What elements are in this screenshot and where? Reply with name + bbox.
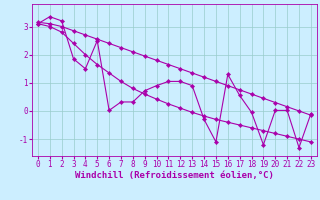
X-axis label: Windchill (Refroidissement éolien,°C): Windchill (Refroidissement éolien,°C) <box>75 171 274 180</box>
